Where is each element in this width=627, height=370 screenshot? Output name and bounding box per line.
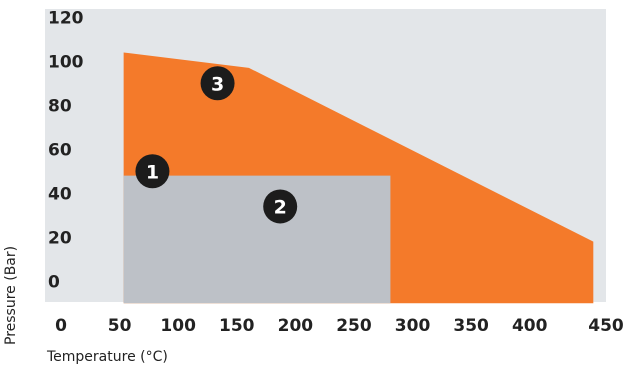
x-tick-label: 100 [160,316,196,336]
marker-label: 1 [146,161,159,183]
marker-1: 1 [135,154,170,189]
y-tick-label: 100 [48,52,84,72]
x-tick-label: 400 [512,316,548,336]
marker-3: 3 [200,66,235,101]
marker-label: 2 [274,196,287,218]
y-tick-label: 120 [48,8,84,28]
x-tick-label: 50 [108,316,132,336]
x-tick-label: 300 [395,316,431,336]
y-tick-label: 60 [48,140,72,160]
chart-markers: 1 2 3 [135,66,298,224]
x-tick-label: 0 [55,316,67,336]
marker-2: 2 [263,189,298,224]
x-tick-label: 450 [588,316,624,336]
x-tick-label: 250 [336,316,372,336]
x-tick-label: 200 [278,316,314,336]
y-axis-title: Pressure (Bar) [3,246,19,345]
marker-circle [263,189,298,224]
marker-circle [135,154,170,189]
y-tick-label: 20 [48,228,72,248]
x-tick-label: 150 [219,316,255,336]
x-axis-ticks: 0 50 100 150 200 250 300 350 400 450 [55,316,624,336]
region-2 [123,175,391,304]
y-tick-label: 80 [48,96,72,116]
y-tick-label: 0 [48,272,60,292]
x-axis-title: Temperature (°C) [46,349,168,365]
marker-label: 3 [211,73,224,95]
chart-regions [123,52,594,304]
y-tick-label: 40 [48,184,72,204]
y-axis-ticks: 0 20 40 60 80 100 120 [48,8,84,292]
marker-circle [200,66,235,101]
x-tick-label: 350 [453,316,489,336]
